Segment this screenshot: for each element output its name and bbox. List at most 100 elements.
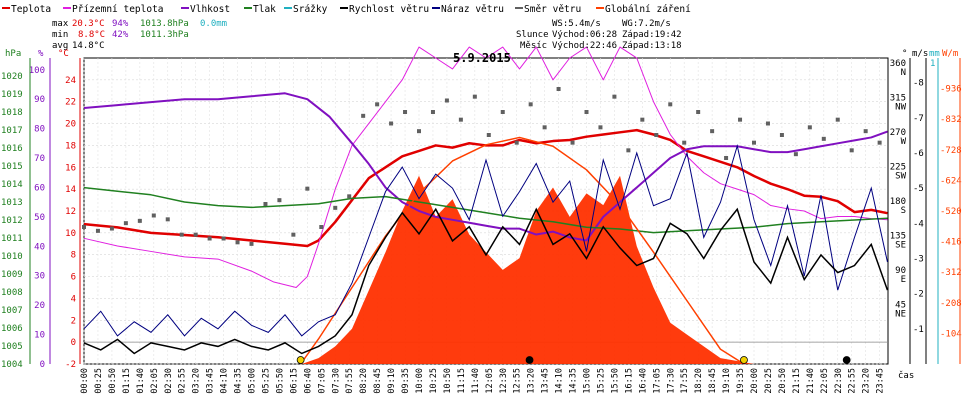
legend-label-tlak: Tlak [253, 4, 276, 15]
tick-time: 09:35 [401, 368, 411, 394]
wind-dir-point [137, 218, 142, 223]
wind-dir-point [165, 217, 170, 222]
wind-dir-point [752, 140, 756, 145]
axes-layer: -202468101214161820222401020304050607080… [1, 58, 962, 394]
tick-time: 14:35 [569, 368, 579, 394]
wind-dir-point [779, 133, 784, 137]
tick-hpa: 1007 [1, 306, 23, 316]
stats-min-label: min [52, 30, 68, 40]
legend-swatch-vlhkost [181, 7, 189, 9]
wind-dir-point [305, 186, 310, 191]
tick-ms: -5 [913, 184, 924, 194]
tick-time: 15:00 [583, 368, 593, 394]
tick-dir-deg: 360 [890, 59, 906, 69]
tick-ms: -8 [913, 79, 924, 89]
axis-unit-wm: W/m [942, 49, 958, 59]
tick-time: 03:20 [192, 368, 202, 394]
wind-wg: WG:7.2m/s [622, 19, 671, 29]
wind-dir-point [347, 194, 352, 199]
wind-dir-point [640, 117, 645, 122]
tick-temp: 14 [65, 185, 76, 195]
tick-temp: 10 [65, 229, 76, 239]
tick-dir-compass: W [901, 137, 907, 147]
tick-time: 07:05 [317, 368, 327, 394]
chart-title: 5.9.2015 [453, 51, 511, 65]
tick-time: 00:50 [108, 368, 118, 394]
tick-temp: 16 [65, 163, 76, 173]
tick-wm: -312 [940, 268, 962, 278]
tick-time: 17:30 [666, 368, 676, 394]
tick-dir-deg: 135 [890, 232, 906, 242]
wind-dir-point [612, 94, 617, 99]
tick-hpa: 1013 [1, 198, 23, 208]
legend-swatch-teplota [2, 7, 10, 9]
wind-dir-point [263, 202, 268, 206]
marker-layer [296, 356, 851, 364]
sun-set: Západ:19:42 [622, 30, 682, 40]
tick-time: 08:20 [359, 368, 369, 394]
stats-max-temp: 20.3°C [72, 19, 105, 29]
stats-min-press: 1011.3hPa [140, 30, 189, 40]
wind-dir-point [584, 110, 589, 114]
tick-dir-deg: 180 [890, 197, 906, 207]
tick-temp: 24 [65, 76, 76, 86]
wind-dir-point [151, 213, 156, 218]
tick-wm: -624 [940, 176, 962, 186]
tick-pct: 80 [34, 125, 45, 135]
tick-temp: 2 [71, 316, 76, 326]
legend-label-teplota: Teplota [11, 4, 51, 15]
tick-wm: -208 [940, 299, 962, 309]
tick-time: 01:40 [136, 368, 146, 394]
tick-dir-compass: N [901, 68, 906, 78]
tick-time: 13:45 [541, 368, 551, 394]
tick-pct: 90 [34, 95, 45, 105]
tick-time: 03:45 [206, 368, 216, 394]
wind-dir-point [863, 129, 868, 134]
tick-time: 20:50 [778, 368, 788, 394]
moon-set: Západ:13:18 [622, 41, 682, 51]
wind-dir-point [221, 236, 226, 241]
wind-dir-point [95, 228, 100, 233]
wind-dir-point [291, 232, 296, 237]
tick-hpa: 1011 [1, 234, 23, 244]
series-line-přízemní-teplota [83, 46, 888, 288]
tick-time: 08:45 [373, 368, 383, 394]
tick-hpa: 1015 [1, 162, 23, 172]
wind-dir-point [207, 236, 212, 241]
tick-time: 07:55 [345, 368, 355, 394]
legend-swatch-tlak [244, 7, 252, 9]
stats-max-hum: 94% [112, 19, 129, 29]
tick-ms: -2 [913, 290, 924, 300]
tick-hpa: 1016 [1, 144, 23, 154]
legend-swatch-prizemni-teplota [63, 7, 71, 9]
tick-wm: -416 [940, 238, 962, 248]
tick-dir-deg: 315 [890, 94, 906, 104]
wind-dir-point [249, 241, 254, 246]
tick-dir-compass: SW [895, 172, 906, 182]
axis-unit-degc: °C [58, 49, 69, 59]
tick-time: 22:55 [848, 368, 858, 394]
tick-time: 09:10 [387, 368, 397, 394]
tick-temp: -2 [65, 360, 76, 370]
tick-time: 12:05 [485, 368, 495, 394]
tick-dir-compass: NW [895, 103, 906, 113]
tick-pct: 50 [34, 213, 45, 223]
axis-time-label: čas [898, 370, 914, 381]
tick-time: 05:50 [275, 368, 285, 394]
tick-time: 04:10 [220, 368, 230, 394]
legend-swatch-rychlost-vetru [340, 7, 348, 9]
tick-time: 10:00 [415, 368, 425, 394]
wind-dir-point [696, 110, 701, 114]
tick-temp: 0 [71, 338, 76, 348]
tick-time: 16:40 [638, 368, 648, 394]
wind-dir-point [123, 221, 128, 226]
tick-time: 04:35 [234, 368, 244, 394]
legend-label-naraz-vetru: Náraz větru [441, 4, 504, 15]
legend-swatch-smer-vetru [515, 7, 523, 9]
wind-layer [83, 143, 889, 355]
tick-hpa: 1020 [1, 72, 23, 82]
wind-dir-point [417, 129, 421, 134]
stats-max-label: max [52, 19, 69, 29]
legend-label-smer-vetru: Směr větru [524, 4, 581, 15]
